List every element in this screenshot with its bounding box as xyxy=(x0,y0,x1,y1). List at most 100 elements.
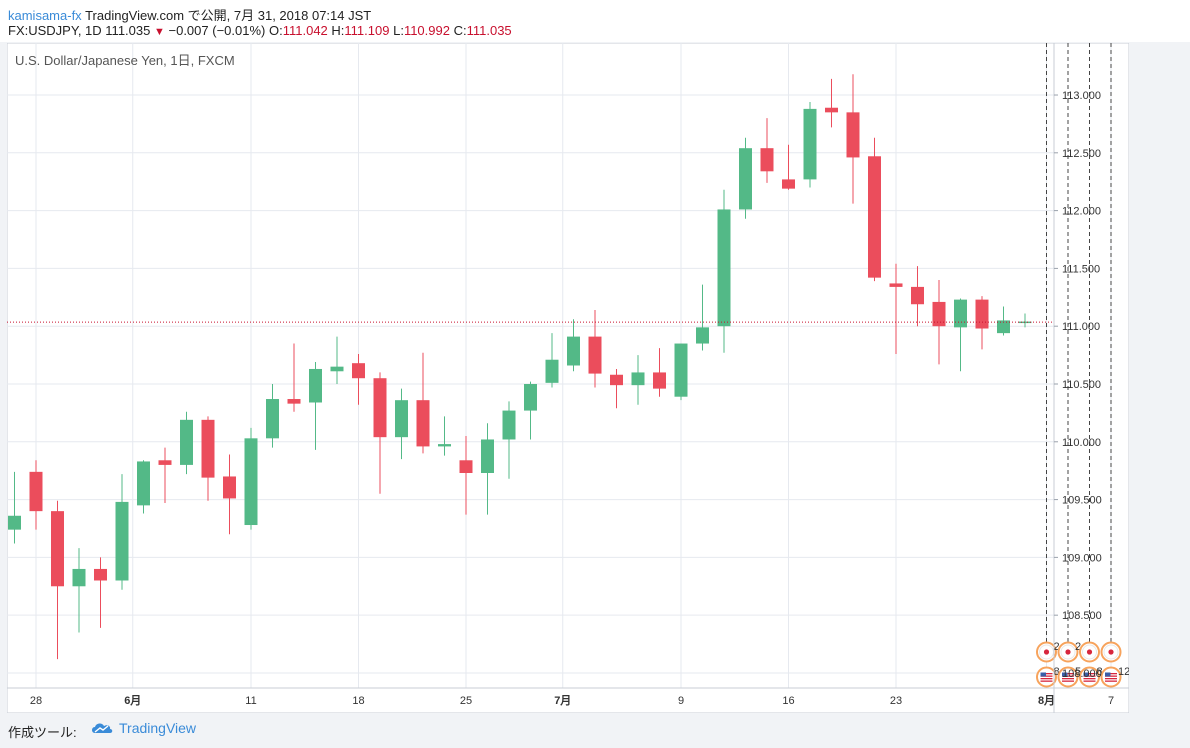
event-count: 2 xyxy=(1054,641,1060,653)
candle xyxy=(481,423,494,515)
candle-body xyxy=(309,368,322,403)
chart-header: kamisama-fx TradingView.com で公開, 7月 31, … xyxy=(0,0,1190,42)
time-tick-label: 28 xyxy=(30,695,42,707)
candle xyxy=(825,78,838,128)
publish-text: TradingView.com で公開, 7月 31, 2018 07:14 J… xyxy=(85,8,372,23)
candle xyxy=(739,137,752,219)
event-count: 12 xyxy=(1118,666,1129,678)
candles xyxy=(8,74,1032,660)
candle-body xyxy=(997,320,1010,334)
candle-body xyxy=(180,419,193,465)
candle-body xyxy=(739,148,752,210)
time-tick-label: 7 xyxy=(1108,695,1114,707)
ohlc-line: FX:USDJPY, 1D 111.035 ▼ −0.007 (−0.01%) … xyxy=(8,23,512,38)
candle-body xyxy=(72,568,86,587)
author-link[interactable]: kamisama-fx xyxy=(8,8,82,23)
candle xyxy=(717,189,731,353)
flag-background xyxy=(1039,670,1054,684)
flag-stripe xyxy=(1062,675,1074,677)
candle xyxy=(588,310,602,388)
candle xyxy=(180,411,193,475)
candle xyxy=(760,118,774,183)
low-label: L: xyxy=(393,23,404,38)
us-flag-icon: 8 xyxy=(1079,666,1103,688)
candle-body xyxy=(717,209,731,327)
flag-stripe xyxy=(1040,680,1053,682)
flag-sun xyxy=(1086,649,1093,655)
time-tick-label: 11 xyxy=(245,695,256,707)
symbol-label: FX:USDJPY, 1D 111.035 xyxy=(8,23,151,38)
flag-stripe xyxy=(1062,673,1074,675)
candle-body xyxy=(8,515,21,530)
time-axis[interactable]: 28 6月 11 18 25 7月 9 16 23 8月 7 xyxy=(7,687,1129,707)
candle xyxy=(610,368,623,409)
jp-flag-icon: 2 xyxy=(1057,641,1081,663)
candle-body xyxy=(524,383,537,411)
candle-body xyxy=(846,112,860,158)
candle-body xyxy=(416,400,430,447)
price-tick-label: 111.500 xyxy=(1062,263,1100,275)
event-count: 8 xyxy=(1054,666,1060,678)
footer: 作成ツール: TradingView xyxy=(0,713,1190,748)
flag-stripe xyxy=(1083,673,1096,675)
price-axis[interactable]: 108.000 108.500 109.000 109.500 110.000 110.5… xyxy=(1053,43,1102,713)
time-tick-label: 23 xyxy=(890,695,902,707)
candle xyxy=(223,454,236,535)
flag-stripe xyxy=(1083,680,1096,682)
candle xyxy=(567,319,580,372)
time-tick-label: 9 xyxy=(678,695,684,707)
close-label: C: xyxy=(453,23,467,38)
change-value: −0.007 (−0.01%) xyxy=(168,23,266,38)
time-tick-label: 18 xyxy=(352,695,364,707)
candle-body xyxy=(975,299,989,329)
event-lines xyxy=(1046,43,1112,648)
us-flag-icon: 5 xyxy=(1057,666,1081,688)
candle-body xyxy=(459,460,473,473)
candle xyxy=(395,388,408,460)
candle-body xyxy=(825,107,838,113)
flag-stripe xyxy=(1040,675,1053,677)
low-value: 110.992 xyxy=(403,23,450,38)
candle xyxy=(545,333,559,388)
candle-body xyxy=(502,410,516,440)
candle xyxy=(8,471,21,544)
chart-title: U.S. Dollar/Japanese Yen, 1日, FXCM xyxy=(15,53,235,68)
jp-flag-icon: 2 xyxy=(1036,641,1060,663)
flag-canton xyxy=(1062,672,1068,677)
candle xyxy=(137,460,150,514)
candle xyxy=(309,362,322,450)
event-markers: 2 8 2 5 8 12 xyxy=(1036,641,1130,688)
candle-body xyxy=(610,374,623,386)
candle xyxy=(287,343,301,412)
candle-body xyxy=(395,400,408,438)
candle xyxy=(373,372,387,494)
chart-background xyxy=(6,42,1130,714)
candle xyxy=(932,279,946,365)
chart-area[interactable]: 2 8 2 5 8 12 108.000 108.500 109.000 109.500 110.… xyxy=(6,42,1130,714)
event-count: 2 xyxy=(1075,641,1081,653)
flag-stripe xyxy=(1040,678,1053,680)
candle xyxy=(954,298,967,372)
tradingview-logo[interactable]: TradingView xyxy=(90,720,196,736)
flag-stripe xyxy=(1105,675,1117,677)
price-tick-label: 110.000 xyxy=(1062,437,1101,449)
high-label: H: xyxy=(331,23,345,38)
time-tick-label: 8月 xyxy=(1038,694,1055,707)
cloud-icon xyxy=(92,723,113,733)
time-tick-label: 6月 xyxy=(124,694,141,707)
flag-canton xyxy=(1083,672,1089,677)
candle xyxy=(115,474,129,590)
candle-body xyxy=(653,372,666,389)
candle-body xyxy=(330,366,344,372)
candle xyxy=(889,263,903,354)
price-tick-label: 109.000 xyxy=(1062,552,1102,564)
time-tick-label: 7月 xyxy=(554,694,571,707)
candle-body xyxy=(567,336,580,366)
candle xyxy=(524,381,537,440)
candle xyxy=(674,343,688,401)
open-value: 111.042 xyxy=(282,23,328,38)
candle-body xyxy=(352,363,365,379)
candle xyxy=(72,548,86,633)
candle-body xyxy=(201,419,215,478)
